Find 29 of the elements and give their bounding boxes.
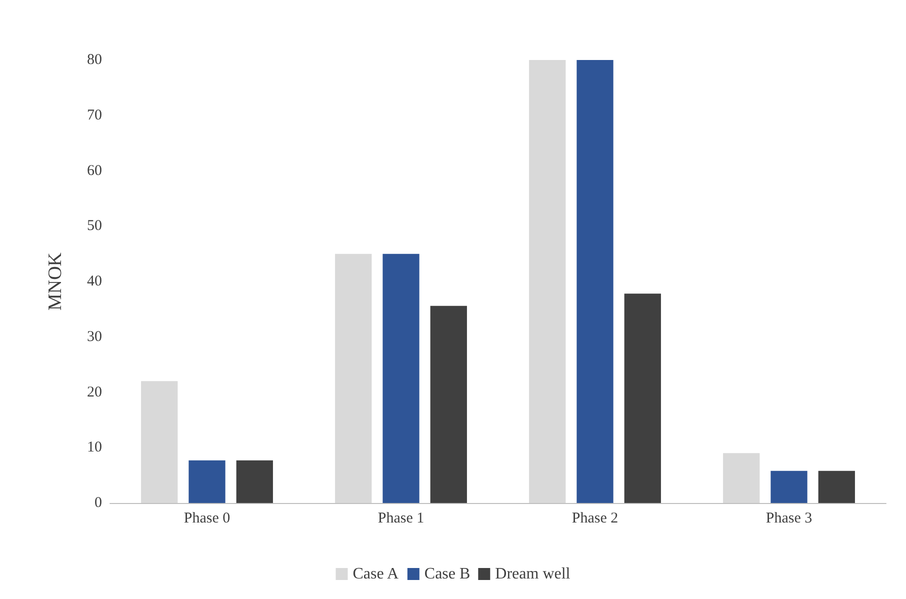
legend-label: Case B: [424, 566, 470, 582]
bar: [770, 470, 808, 503]
y-tick-label: 70: [87, 107, 102, 124]
y-axis-title: MNOK: [45, 252, 66, 311]
bar: [576, 60, 614, 503]
y-tick-label: 20: [87, 384, 102, 400]
y-tick-label: 40: [87, 274, 102, 290]
bar: [236, 460, 273, 503]
x-tick-label: Phase 0: [184, 510, 230, 526]
y-tick-label: 10: [87, 440, 102, 456]
bar: [624, 294, 661, 503]
legend-label: Dream well: [495, 566, 571, 582]
bar: [335, 254, 372, 503]
legend-label: Case A: [352, 566, 399, 582]
bar: [723, 453, 760, 503]
bar: [430, 306, 467, 503]
y-tick-label: 60: [87, 162, 102, 179]
x-tick-label: Phase 1: [378, 510, 424, 526]
bar: [382, 254, 420, 503]
y-tick-label: 80: [87, 52, 102, 68]
bar: [818, 470, 855, 503]
y-tick-label: 50: [87, 218, 102, 234]
y-tick-label: 30: [87, 328, 102, 345]
x-tick-label: Phase 3: [766, 510, 812, 526]
y-tick-label: 0: [94, 495, 102, 511]
bar: [141, 381, 178, 503]
x-tick-label: Phase 2: [572, 510, 618, 526]
bar: [529, 60, 566, 503]
bar: [188, 460, 226, 503]
